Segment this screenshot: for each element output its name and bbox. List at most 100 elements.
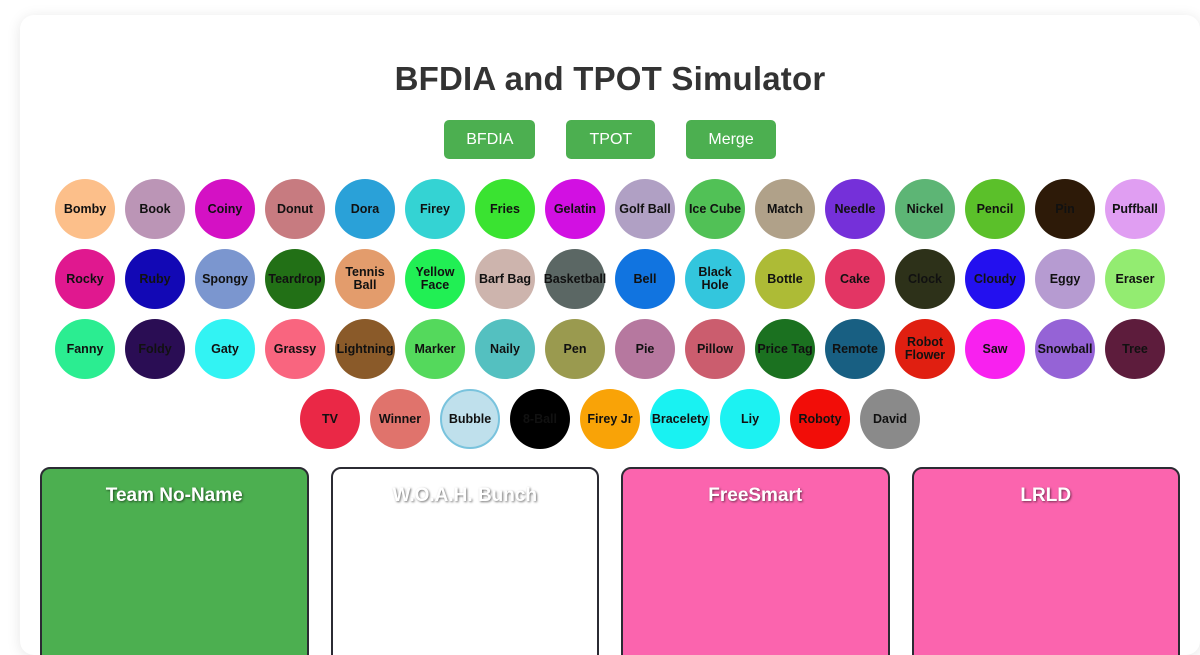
- character-eraser[interactable]: Eraser: [1105, 249, 1165, 310]
- character-label: Barf Bag: [478, 271, 532, 286]
- character-label: Needle: [834, 201, 876, 216]
- character-label: Price Tag: [757, 341, 813, 356]
- team-panel-lrld[interactable]: LRLD: [911, 467, 1180, 655]
- character-snowball[interactable]: Snowball: [1035, 319, 1095, 380]
- character-ice-cube[interactable]: Ice Cube: [685, 179, 745, 240]
- character-label: Fries: [490, 201, 520, 216]
- character-label: TV: [322, 411, 338, 426]
- character-label: Bubble: [448, 411, 492, 426]
- character-robot-flower[interactable]: Robot Flower: [895, 319, 955, 380]
- character-naily[interactable]: Naily: [475, 319, 535, 380]
- character-label: Match: [766, 201, 804, 216]
- character-needle[interactable]: Needle: [825, 179, 885, 240]
- character-label: Spongy: [202, 271, 248, 286]
- character-basketball[interactable]: Basketball: [543, 249, 607, 310]
- character-bracelety[interactable]: Bracelety: [650, 389, 710, 450]
- character-label: Naily: [490, 341, 520, 356]
- character-bottle[interactable]: Bottle: [755, 249, 815, 310]
- character-barf-bag[interactable]: Barf Bag: [475, 249, 535, 310]
- character-label: Tennis Ball: [345, 265, 385, 293]
- character-fries[interactable]: Fries: [475, 179, 535, 240]
- character-fanny[interactable]: Fanny: [55, 319, 115, 380]
- character-pencil[interactable]: Pencil: [965, 179, 1025, 240]
- character-8-ball[interactable]: 8-Ball: [510, 389, 570, 450]
- team-panel-w-o-a-h-bunch[interactable]: W.O.A.H. Bunch: [330, 467, 599, 655]
- character-firey[interactable]: Firey: [405, 179, 465, 240]
- character-label: David: [872, 411, 908, 426]
- team-name: LRLD: [1020, 485, 1072, 507]
- character-ruby[interactable]: Ruby: [125, 249, 185, 310]
- character-label: Liy: [740, 411, 760, 426]
- team-panel-group: Team No-Name W.O.A.H. Bunch FreeSmart LRLD: [20, 467, 1200, 655]
- character-label: Book: [139, 201, 171, 216]
- character-label: 8-Ball: [522, 411, 558, 426]
- character-tennis-ball[interactable]: Tennis Ball: [335, 249, 395, 310]
- character-label: Cloudy: [973, 271, 1017, 286]
- character-lightning[interactable]: Lightning: [335, 319, 395, 380]
- character-puffball[interactable]: Puffball: [1105, 179, 1165, 240]
- character-teardrop[interactable]: Teardrop: [265, 249, 325, 310]
- character-donut[interactable]: Donut: [265, 179, 325, 240]
- character-golf-ball[interactable]: Golf Ball: [615, 179, 675, 240]
- character-label: Gaty: [211, 341, 239, 356]
- mode-button-tpot[interactable]: TPOT: [566, 120, 656, 160]
- character-bell[interactable]: Bell: [615, 249, 675, 310]
- character-label: Remote: [832, 341, 878, 356]
- character-book[interactable]: Book: [125, 179, 185, 240]
- character-cloudy[interactable]: Cloudy: [965, 249, 1025, 310]
- character-cake[interactable]: Cake: [825, 249, 885, 310]
- character-yellow-face[interactable]: Yellow Face: [405, 249, 465, 310]
- character-firey-jr[interactable]: Firey Jr: [580, 389, 640, 450]
- character-label: Tree: [1122, 341, 1148, 356]
- character-label: Pin: [1055, 201, 1075, 216]
- character-saw[interactable]: Saw: [965, 319, 1025, 380]
- character-label: Eraser: [1115, 271, 1155, 286]
- page-title: BFDIA and TPOT Simulator: [394, 60, 826, 97]
- character-foldy[interactable]: Foldy: [125, 319, 185, 380]
- character-label: Marker: [414, 341, 456, 356]
- character-gaty[interactable]: Gaty: [195, 319, 255, 380]
- character-pin[interactable]: Pin: [1035, 179, 1095, 240]
- mode-button-bfdia[interactable]: BFDIA: [444, 120, 536, 160]
- character-label: Bell: [633, 271, 657, 286]
- character-eggy[interactable]: Eggy: [1035, 249, 1095, 310]
- character-label: Cake: [840, 271, 870, 286]
- character-spongy[interactable]: Spongy: [195, 249, 255, 310]
- character-remote[interactable]: Remote: [825, 319, 885, 380]
- character-gelatin[interactable]: Gelatin: [545, 179, 605, 240]
- character-marker[interactable]: Marker: [405, 319, 465, 380]
- character-price-tag[interactable]: Price Tag: [755, 319, 815, 380]
- team-panel-team-no-name[interactable]: Team No-Name: [40, 467, 309, 655]
- character-clock[interactable]: Clock: [895, 249, 955, 310]
- mode-button-group: BFDIA TPOT Merge: [20, 120, 1200, 160]
- character-david[interactable]: David: [860, 389, 920, 450]
- character-coiny[interactable]: Coiny: [195, 179, 255, 240]
- character-liy[interactable]: Liy: [720, 389, 780, 450]
- character-label: Basketball: [543, 271, 607, 286]
- character-pen[interactable]: Pen: [545, 319, 605, 380]
- character-rocky[interactable]: Rocky: [55, 249, 115, 310]
- team-panel-freesmart[interactable]: FreeSmart: [621, 467, 890, 655]
- character-match[interactable]: Match: [755, 179, 815, 240]
- character-label: Ruby: [139, 271, 171, 286]
- character-pie[interactable]: Pie: [615, 319, 675, 380]
- character-bubble[interactable]: Bubble: [440, 389, 500, 450]
- app-card: BFDIA and TPOT Simulator BFDIA TPOT Merge …: [20, 15, 1200, 655]
- team-name: W.O.A.H. Bunch: [392, 485, 538, 507]
- character-pillow[interactable]: Pillow: [685, 319, 745, 380]
- character-black-hole[interactable]: Black Hole: [685, 249, 745, 310]
- mode-button-merge[interactable]: Merge: [686, 120, 776, 160]
- character-nickel[interactable]: Nickel: [895, 179, 955, 240]
- character-tree[interactable]: Tree: [1105, 319, 1165, 380]
- character-roboty[interactable]: Roboty: [790, 389, 850, 450]
- character-winner[interactable]: Winner: [370, 389, 430, 450]
- character-bomby[interactable]: Bomby: [55, 179, 115, 240]
- character-label: Rocky: [66, 271, 104, 286]
- character-label: Pie: [635, 341, 655, 356]
- character-label: Pillow: [696, 341, 734, 356]
- character-row-2: Rocky Ruby Spongy Teardrop Tennis Ball Yellow…: [20, 249, 1200, 310]
- character-label: Robot Flower: [904, 335, 946, 363]
- character-tv[interactable]: TV: [300, 389, 360, 450]
- character-dora[interactable]: Dora: [335, 179, 395, 240]
- character-grassy[interactable]: Grassy: [265, 319, 325, 380]
